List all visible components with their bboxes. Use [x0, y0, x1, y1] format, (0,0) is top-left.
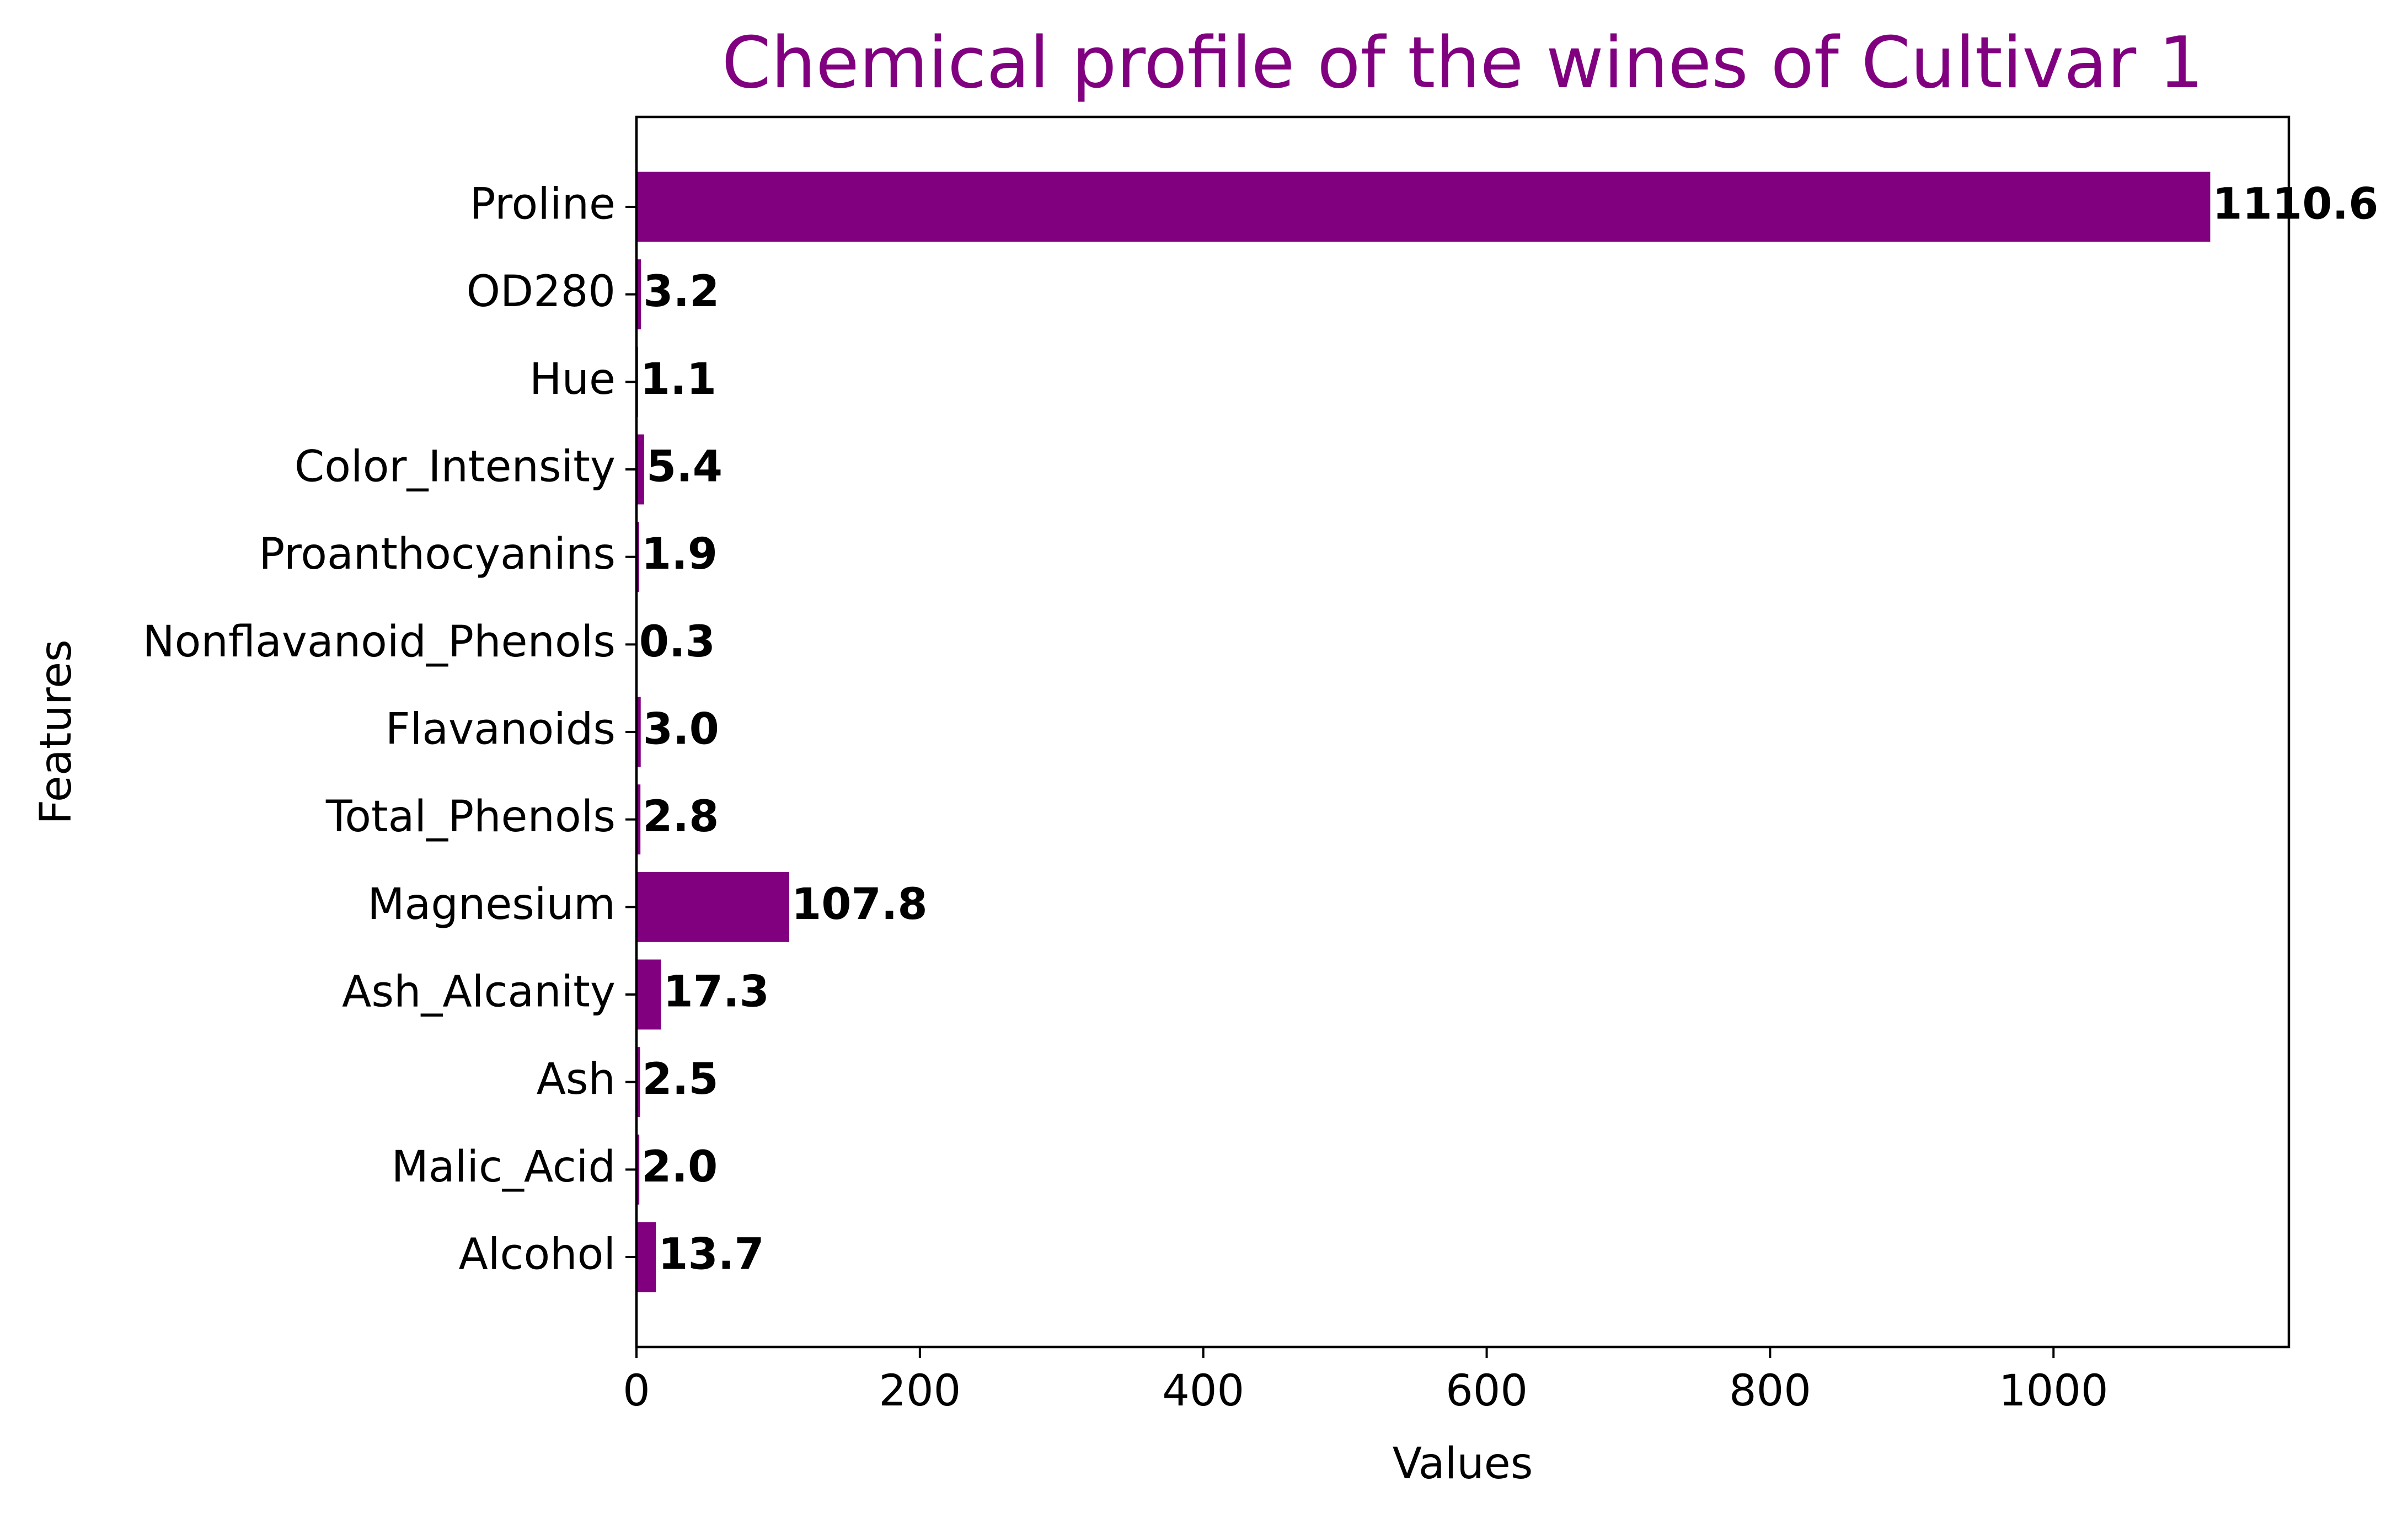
- value-label-od280: 3.2: [643, 267, 719, 317]
- value-label-ash-alcanity: 17.3: [663, 967, 769, 1017]
- y-axis-label: Features: [31, 639, 81, 824]
- bar-total-phenols: [636, 784, 641, 855]
- bar-magnesium: [636, 872, 789, 942]
- value-label-nonflavanoid-phenols: 0.3: [639, 617, 715, 667]
- bar-alcohol: [636, 1222, 656, 1292]
- value-label-total-phenols: 2.8: [643, 792, 719, 842]
- x-tick-label-600: 600: [1446, 1366, 1528, 1416]
- value-label-magnesium: 107.8: [791, 880, 928, 929]
- bar-malic-acid: [636, 1134, 640, 1205]
- value-labels-group: 13.7 2.0 2.5 17.3 107.8 2.8 3.0 0.3 1.9 5.4 1.1 3.2…: [639, 179, 2379, 1279]
- y-tick-label-ash: Ash: [537, 1055, 616, 1104]
- y-tick-label-nonflavanoid-phenols: Nonflavanoid_Phenols: [142, 617, 616, 667]
- value-label-color-intensity: 5.4: [646, 442, 723, 491]
- y-tick-label-proanthocyanins: Proanthocyanins: [259, 530, 616, 579]
- y-tick-label-od280: OD280: [467, 267, 616, 317]
- chart-title: Chemical profile of the wines of Cultiva…: [722, 22, 2204, 104]
- value-label-flavanoids: 3.0: [643, 704, 719, 754]
- bar-ash-alcanity: [636, 959, 661, 1030]
- x-tick-label-800: 800: [1729, 1366, 1811, 1416]
- bar-proline: [636, 172, 2211, 242]
- bar-proanthocyanins: [636, 522, 639, 592]
- bar-od280: [636, 259, 641, 330]
- y-tick-label-total-phenols: Total_Phenols: [325, 792, 616, 842]
- plot-frame: [635, 115, 2291, 1349]
- bar-ash: [636, 1047, 640, 1118]
- value-label-proanthocyanins: 1.9: [641, 530, 718, 579]
- x-axis-ticks: 0 200 400 600 800 1000: [623, 1347, 2109, 1416]
- bar-color-intensity: [636, 434, 644, 505]
- y-tick-label-hue: Hue: [529, 355, 616, 404]
- y-tick-label-flavanoids: Flavanoids: [386, 704, 616, 754]
- y-tick-label-color-intensity: Color_Intensity: [295, 442, 616, 491]
- y-tick-label-magnesium: Magnesium: [367, 880, 616, 929]
- value-label-ash: 2.5: [642, 1055, 718, 1104]
- y-axis-ticks: Alcohol Malic_Acid Ash Ash_Alcanity Magnesiu…: [142, 179, 636, 1279]
- bars-group: [636, 172, 2211, 1292]
- x-tick-label-1000: 1000: [1999, 1366, 2109, 1416]
- bar-flavanoids: [636, 697, 641, 767]
- value-label-alcohol: 13.7: [658, 1229, 764, 1279]
- x-tick-label-400: 400: [1162, 1366, 1244, 1416]
- x-tick-label-0: 0: [623, 1366, 650, 1416]
- y-tick-label-alcohol: Alcohol: [459, 1229, 616, 1279]
- x-axis-label: Values: [1393, 1439, 1533, 1489]
- value-label-malic-acid: 2.0: [641, 1142, 718, 1192]
- y-tick-label-malic-acid: Malic_Acid: [392, 1142, 616, 1192]
- value-label-hue: 1.1: [640, 355, 716, 404]
- value-label-proline: 1110.6: [2212, 179, 2378, 229]
- y-tick-label-proline: Proline: [469, 179, 616, 229]
- y-tick-label-ash-alcanity: Ash_Alcanity: [342, 967, 616, 1017]
- x-tick-label-200: 200: [879, 1366, 961, 1416]
